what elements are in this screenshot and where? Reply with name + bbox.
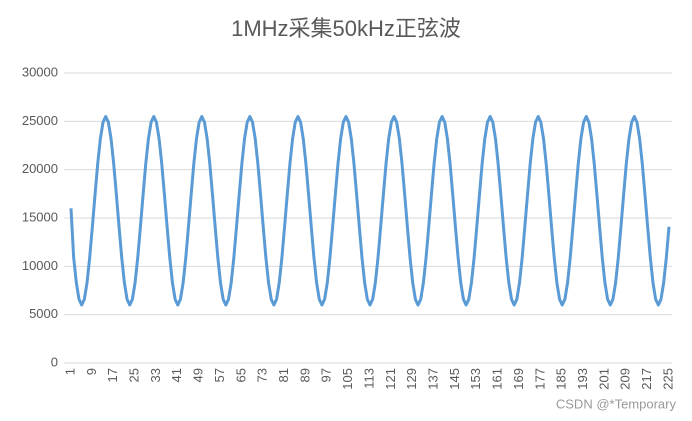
x-tick-label: 193 <box>575 368 590 390</box>
x-tick-label: 225 <box>660 368 675 390</box>
x-tick-label: 129 <box>404 368 419 390</box>
x-tick-label: 161 <box>490 368 505 390</box>
y-tick-label: 20000 <box>22 161 58 176</box>
y-tick-label: 15000 <box>22 209 58 224</box>
x-tick-label: 105 <box>340 368 355 390</box>
x-tick-label: 49 <box>191 368 206 382</box>
x-tick-label: 1 <box>62 368 77 375</box>
x-tick-label: 201 <box>596 368 611 390</box>
y-tick-label: 30000 <box>22 64 58 79</box>
x-tick-label: 145 <box>447 368 462 390</box>
y-tick-label: 10000 <box>22 258 58 273</box>
x-tick-label: 25 <box>127 368 142 382</box>
x-tick-label: 209 <box>618 368 633 390</box>
x-tick-label: 9 <box>84 368 99 375</box>
y-tick-label: 25000 <box>22 113 58 128</box>
x-tick-label: 177 <box>532 368 547 390</box>
x-tick-label: 57 <box>212 368 227 382</box>
x-tick-label: 169 <box>511 368 526 390</box>
x-tick-label: 65 <box>233 368 248 382</box>
chart-title: 1MHz采集50kHz正弦波 <box>231 16 461 41</box>
x-tick-label: 17 <box>105 368 120 382</box>
watermark: CSDN @*Temporary <box>556 396 677 411</box>
x-tick-label: 137 <box>426 368 441 390</box>
x-tick-label: 33 <box>148 368 163 382</box>
x-tick-label: 81 <box>276 368 291 382</box>
y-tick-label: 0 <box>51 354 58 369</box>
x-tick-label: 41 <box>169 368 184 382</box>
x-tick-label: 153 <box>468 368 483 390</box>
x-tick-label: 185 <box>554 368 569 390</box>
x-tick-label: 217 <box>639 368 654 390</box>
y-tick-label: 5000 <box>29 306 58 321</box>
data-line <box>69 115 671 307</box>
x-tick-label: 73 <box>255 368 270 382</box>
x-tick-label: 89 <box>297 368 312 382</box>
x-tick-label: 97 <box>319 368 334 382</box>
x-tick-label: 121 <box>383 368 398 390</box>
x-tick-label: 113 <box>361 368 376 389</box>
